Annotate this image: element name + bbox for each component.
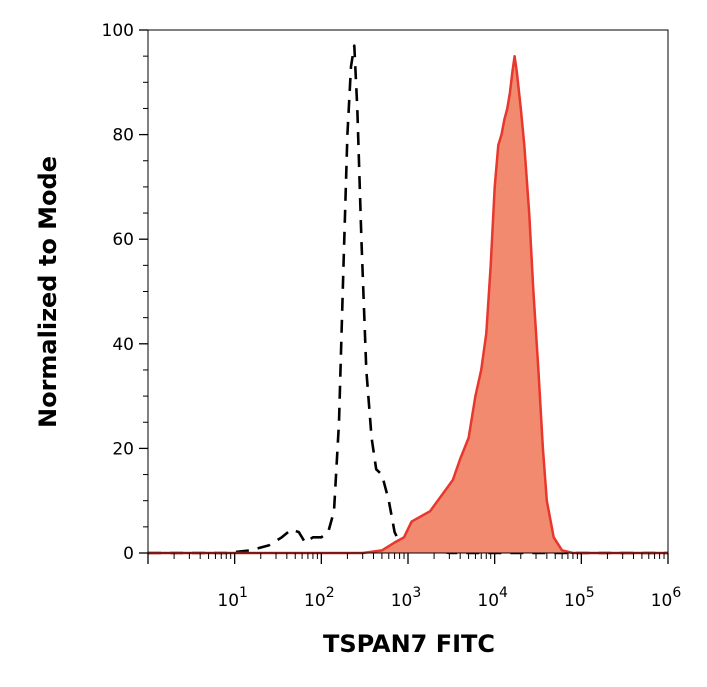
y-tick-label-0: 0 (123, 544, 134, 564)
y-tick-label-3: 60 (112, 230, 134, 250)
y-tick-label-4: 80 (112, 126, 134, 146)
y-tick-label-2: 40 (112, 335, 134, 355)
series-line-1 (148, 54, 668, 555)
y-tick-label-1: 20 (112, 439, 134, 459)
x-axis-title: TSPAN7 FITC (323, 630, 495, 658)
x-tick-label-2: 103 (391, 585, 422, 611)
x-tick-label-3: 104 (477, 585, 508, 611)
series-line-0 (148, 44, 668, 555)
y-axis-title: Normalized to Mode (34, 156, 62, 428)
plot-area (148, 44, 668, 555)
x-tick-label-4: 105 (564, 585, 595, 611)
x-tick-label-1: 102 (304, 585, 335, 611)
x-tick-label-0: 101 (217, 585, 248, 611)
axes: 0 20 40 60 80 100 101 102 103 104 105 106 (102, 21, 682, 611)
y-tick-label-5: 100 (102, 21, 134, 41)
x-tick-label-5: 106 (651, 585, 682, 611)
plot-frame (147, 29, 669, 554)
series-fill-1 (148, 56, 668, 553)
